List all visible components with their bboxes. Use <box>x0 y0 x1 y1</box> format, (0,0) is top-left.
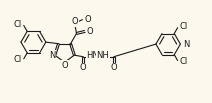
Text: N: N <box>49 51 55 60</box>
Text: Cl: Cl <box>179 22 187 31</box>
Text: O: O <box>85 15 91 24</box>
Text: Cl: Cl <box>14 55 22 64</box>
Text: NH: NH <box>96 51 109 60</box>
Text: Cl: Cl <box>179 57 187 66</box>
Text: N: N <box>183 40 190 49</box>
Text: O: O <box>61 61 68 70</box>
Text: HN: HN <box>86 51 99 60</box>
Text: O: O <box>110 63 117 73</box>
Text: O: O <box>80 63 86 73</box>
Text: Cl: Cl <box>14 20 22 29</box>
Text: O: O <box>87 27 93 36</box>
Text: O: O <box>72 17 78 26</box>
